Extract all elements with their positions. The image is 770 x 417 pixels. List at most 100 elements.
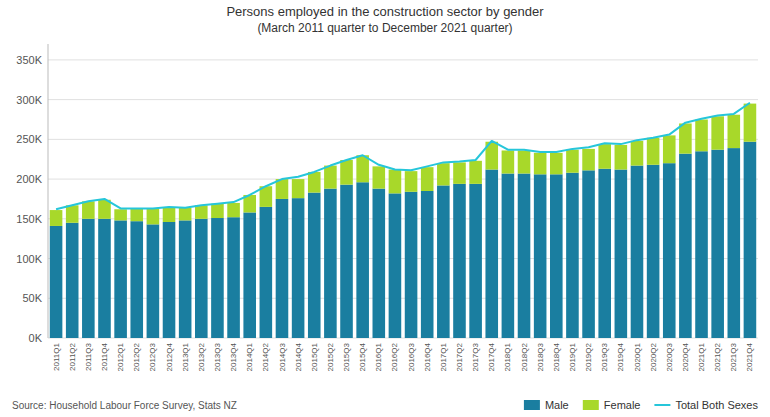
bar <box>324 189 337 338</box>
y-tick-label: 50K <box>22 292 42 304</box>
x-tick-label: 2017Q2 <box>455 342 464 371</box>
bar <box>647 138 660 165</box>
legend-item: Total Both Sexes <box>654 399 758 411</box>
x-tick-label: 2018Q2 <box>520 342 529 371</box>
x-tick-label: 2015Q2 <box>326 342 335 371</box>
x-tick-label: 2015Q1 <box>310 342 319 371</box>
bar <box>485 170 498 338</box>
x-tick-label: 2020Q1 <box>633 342 642 371</box>
bar <box>356 155 369 182</box>
bar <box>437 185 450 338</box>
x-tick-label: 2015Q3 <box>342 342 351 371</box>
bar <box>598 144 611 169</box>
legend-label: Total Both Sexes <box>675 399 758 411</box>
bar <box>389 193 402 338</box>
bar <box>421 191 434 338</box>
bar <box>502 150 515 173</box>
bar <box>405 171 418 192</box>
bar <box>663 163 676 338</box>
bar <box>647 165 660 338</box>
bar <box>615 145 628 170</box>
bar <box>147 224 160 338</box>
x-tick-label: 2016Q1 <box>374 342 383 371</box>
grid <box>48 60 758 338</box>
bar <box>147 208 160 224</box>
bar <box>631 141 644 166</box>
x-tick-label: 2021Q2 <box>713 342 722 371</box>
bar <box>663 135 676 163</box>
bar <box>550 153 563 174</box>
x-tick-label: 2019Q2 <box>584 342 593 371</box>
bar <box>598 169 611 338</box>
x-tick-label: 2014Q3 <box>278 342 287 371</box>
bar <box>98 219 111 338</box>
bar <box>66 223 79 338</box>
bar <box>292 179 305 198</box>
bar <box>566 150 579 173</box>
x-tick-label: 2019Q4 <box>616 342 625 371</box>
subtitle: (March 2011 quarter to December 2021 qua… <box>257 21 512 35</box>
bar <box>744 104 757 142</box>
y-tick-label: 300K <box>16 94 42 106</box>
bar <box>679 123 692 153</box>
marks <box>50 103 756 338</box>
x-tick-label: 2019Q1 <box>568 342 577 371</box>
y-tick-label: 0K <box>29 332 43 344</box>
bar <box>50 226 63 338</box>
bar <box>502 174 515 338</box>
bar <box>711 116 724 149</box>
bar <box>582 170 595 338</box>
y-tick-label: 150K <box>16 213 42 225</box>
bar <box>356 182 369 338</box>
bar <box>195 205 208 219</box>
bar <box>389 170 402 194</box>
bar <box>163 208 176 222</box>
bar <box>308 172 321 193</box>
bar <box>292 198 305 338</box>
x-tick-label: 2017Q4 <box>487 342 496 371</box>
bar <box>518 150 531 173</box>
bar <box>211 204 224 218</box>
bar <box>114 220 127 338</box>
x-tick-label: 2011Q3 <box>84 342 93 370</box>
x-tick-label: 2013Q1 <box>181 342 190 371</box>
x-tick-label: 2021Q4 <box>745 342 754 371</box>
bar <box>50 210 63 226</box>
x-tick-label: 2018Q3 <box>536 342 545 371</box>
bar <box>695 151 708 338</box>
bar <box>453 162 466 183</box>
legend-swatch <box>524 400 540 410</box>
bar <box>82 201 95 218</box>
y-tick-label: 200K <box>16 173 42 185</box>
bar <box>114 209 127 220</box>
bar <box>163 222 176 338</box>
x-tick-label: 2014Q2 <box>261 342 270 371</box>
bar <box>243 212 256 338</box>
x-tick-label: 2019Q3 <box>600 342 609 371</box>
title: Persons employed in the construction sec… <box>226 4 544 19</box>
bar <box>566 173 579 338</box>
bar <box>405 192 418 338</box>
bar <box>179 220 192 338</box>
legend-label: Female <box>604 399 641 411</box>
x-tick-label: 2020Q3 <box>665 342 674 371</box>
y-tick-label: 350K <box>16 54 42 66</box>
bar <box>211 218 224 338</box>
y-axis-line <box>48 44 49 338</box>
bar <box>179 208 192 221</box>
x-tick-label: 2016Q2 <box>390 342 399 371</box>
legend-swatch <box>654 404 670 406</box>
bar <box>340 160 353 185</box>
y-tick-label: 250K <box>16 133 42 145</box>
bar <box>728 148 741 338</box>
bar <box>308 193 321 338</box>
y-tick-label: 100K <box>16 253 42 265</box>
x-tick-label: 2016Q3 <box>407 342 416 371</box>
bar <box>582 149 595 170</box>
bar <box>744 142 757 338</box>
bar <box>550 174 563 338</box>
bar <box>195 219 208 338</box>
bar <box>66 205 79 222</box>
bar <box>695 119 708 151</box>
bar <box>373 166 386 188</box>
